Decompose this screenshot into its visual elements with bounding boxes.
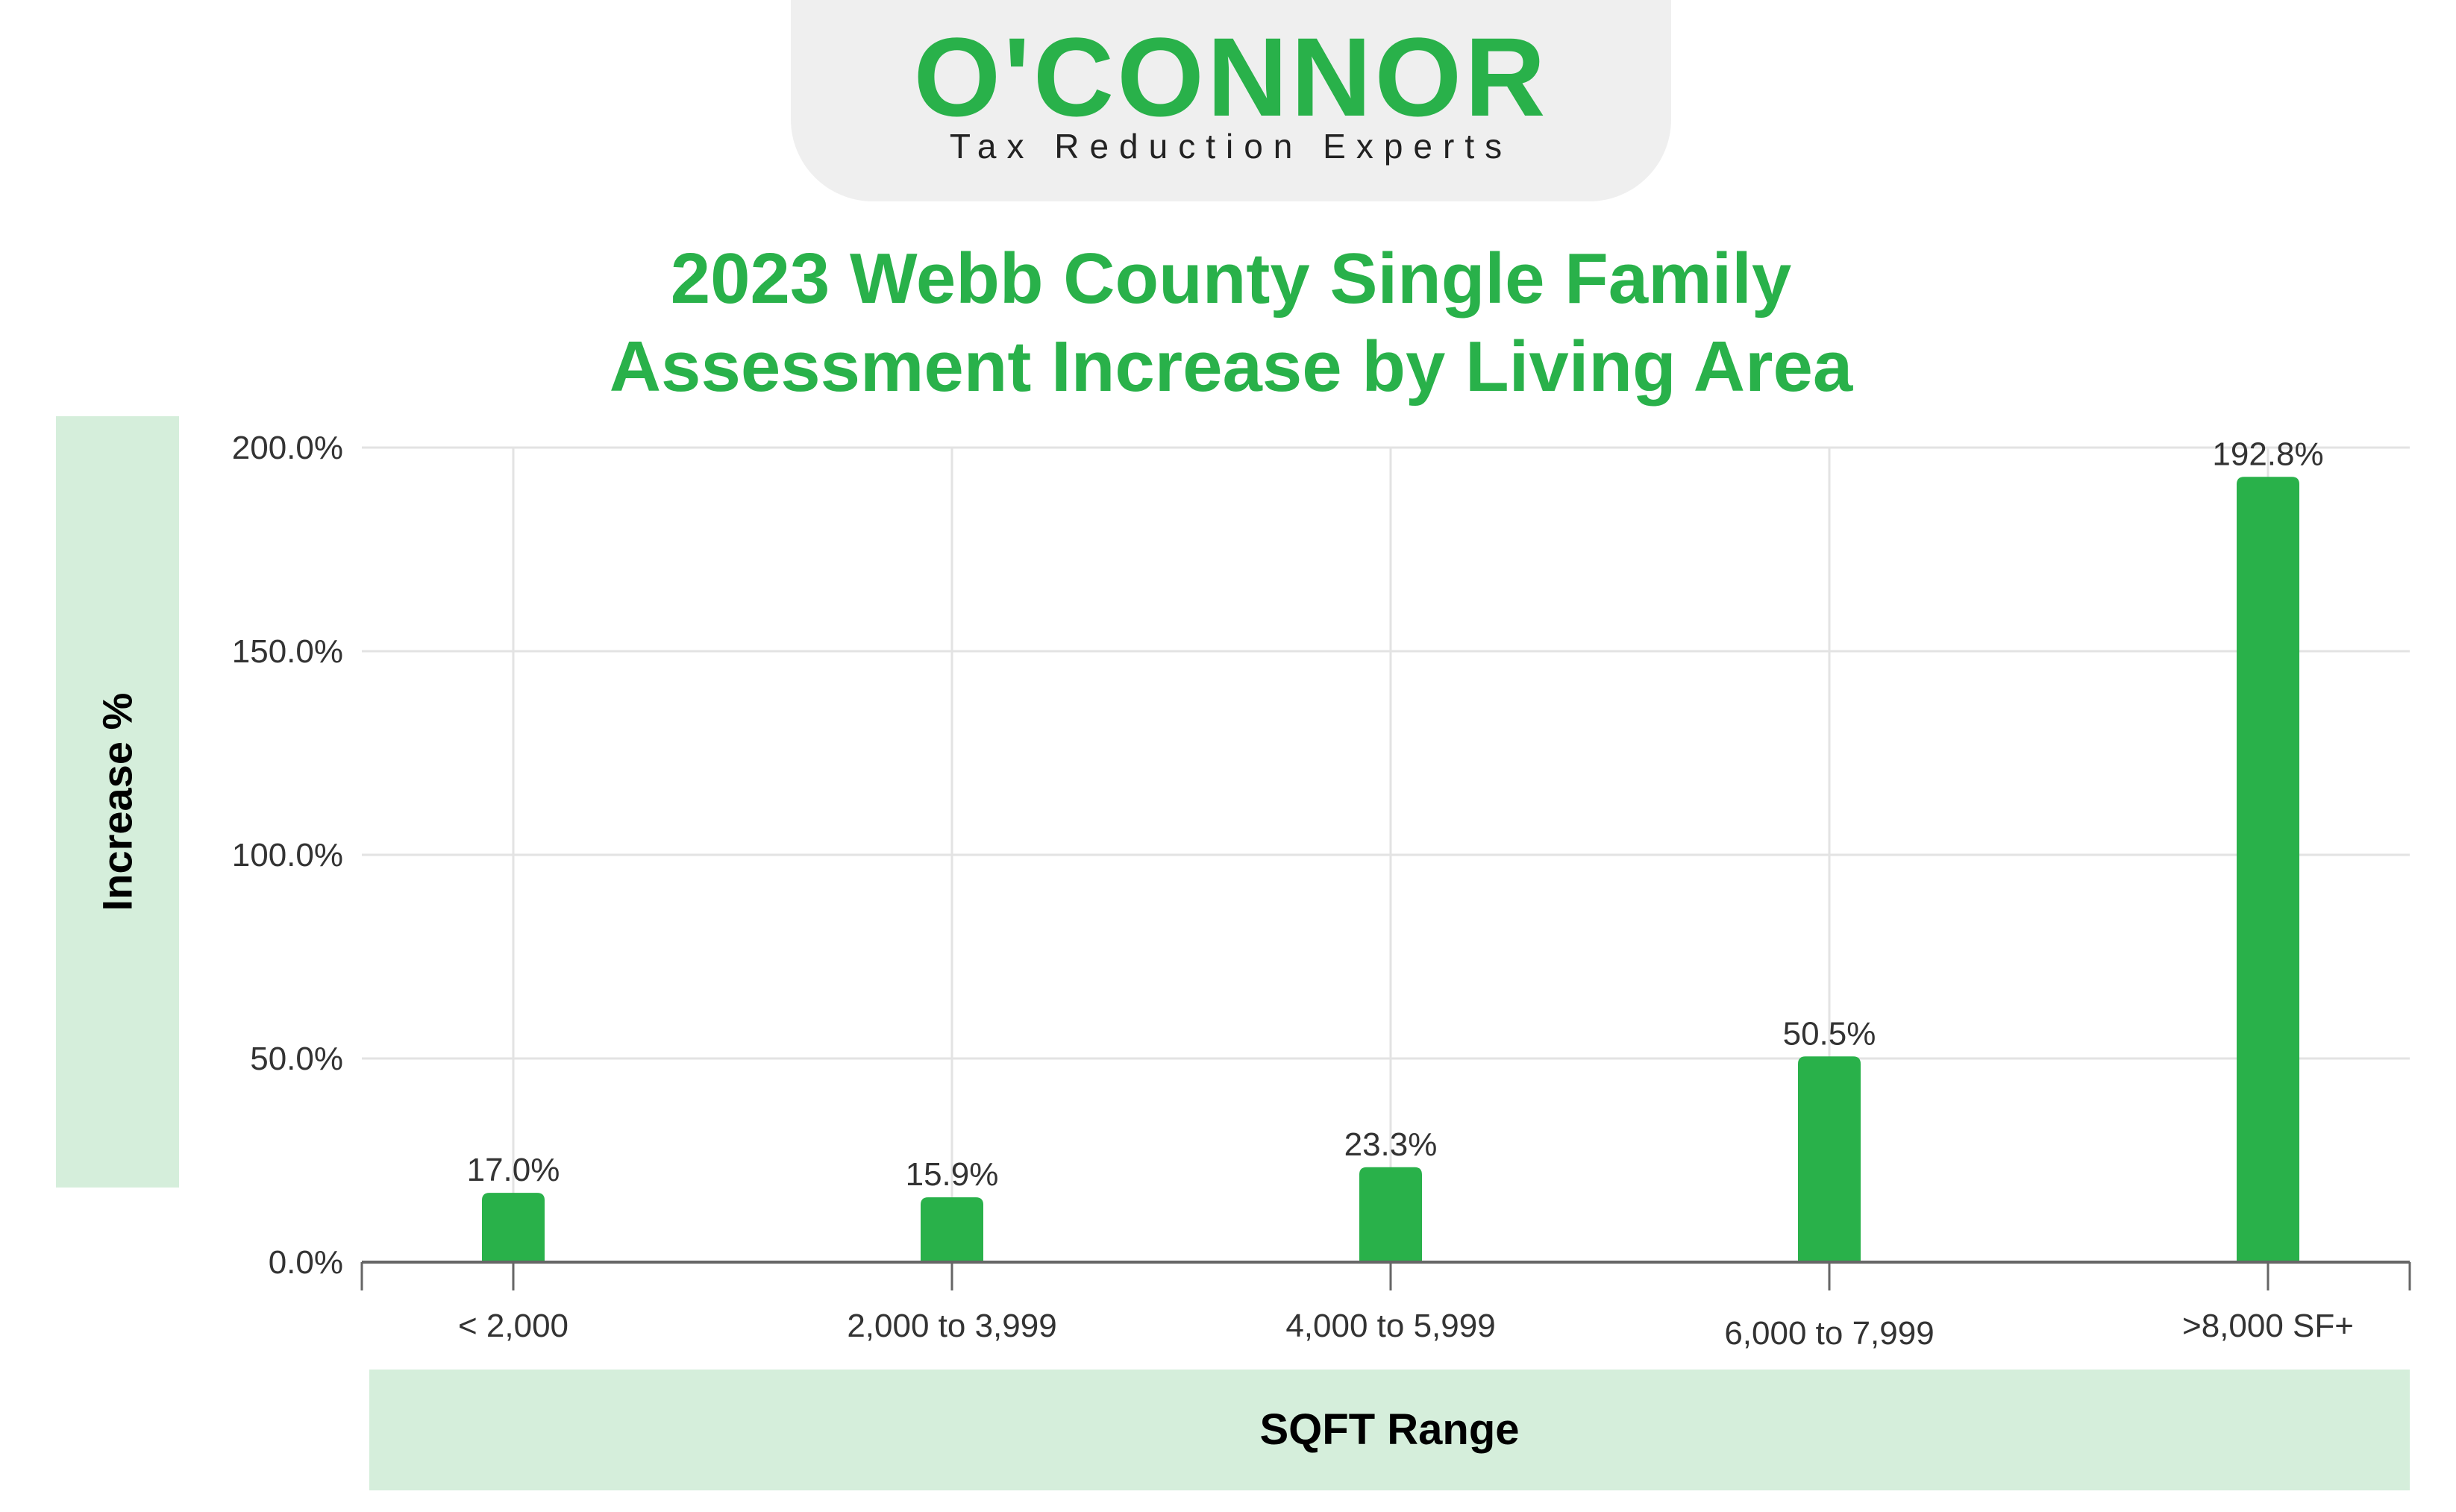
x-tick-label: >8,000 SF+	[2182, 1308, 2354, 1344]
bar	[2237, 477, 2299, 1262]
x-axis-label-box	[369, 1370, 2410, 1490]
chart-title-line-2: Assessment Increase by Living Area	[609, 327, 1853, 407]
gridlines	[362, 446, 2410, 1262]
axes	[360, 1261, 2411, 1290]
bar	[482, 1193, 545, 1262]
logo-tagline: Tax Reduction Experts	[949, 127, 1513, 166]
x-tick-label: 6,000 to 7,999	[1724, 1315, 1934, 1352]
x-tick-label: 4,000 to 5,999	[1285, 1308, 1495, 1344]
bar-data-label: 17.0%	[467, 1152, 560, 1188]
bar	[1798, 1056, 1861, 1262]
y-tick-label: 50.0%	[250, 1041, 343, 1077]
labels: 0.0% 50.0% 100.0% 150.0% 200.0% 17.0% < 2,000 1…	[232, 430, 2354, 1352]
y-axis-label-box	[56, 416, 179, 1188]
bar-data-label: 192.8%	[2212, 436, 2323, 472]
bars	[482, 477, 2299, 1262]
x-axis-label: SQFT Range	[1259, 1405, 1520, 1454]
x-tick-label: < 2,000	[458, 1308, 568, 1344]
y-tick-label: 100.0%	[232, 837, 343, 873]
x-tick-label: 2,000 to 3,999	[847, 1308, 1056, 1344]
chart-title-line-1: 2023 Webb County Single Family	[670, 239, 1792, 319]
bar	[1359, 1167, 1422, 1262]
bar-data-label: 15.9%	[906, 1156, 999, 1193]
y-tick-label: 150.0%	[232, 633, 343, 670]
bar-data-label: 23.3%	[1344, 1126, 1438, 1163]
bar	[921, 1197, 983, 1262]
logo-banner	[791, 0, 1671, 201]
y-tick-label: 200.0%	[232, 430, 343, 466]
bar-data-label: 50.5%	[1783, 1015, 1876, 1052]
logo-brand: O'CONNOR	[913, 14, 1549, 139]
y-tick-label: 0.0%	[269, 1244, 343, 1281]
chart-title: 2023 Webb County Single Family Assessmen…	[373, 235, 2089, 411]
